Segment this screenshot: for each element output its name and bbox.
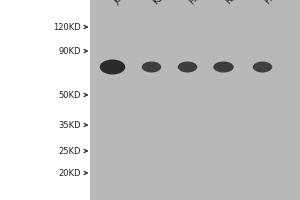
Text: 90KD: 90KD [58, 46, 81, 55]
Ellipse shape [142, 62, 161, 72]
Text: 25KD: 25KD [58, 146, 81, 156]
Ellipse shape [178, 62, 197, 72]
Text: 120KD: 120KD [53, 22, 81, 31]
Text: Raji: Raji [224, 0, 241, 6]
Text: HepG2: HepG2 [262, 0, 290, 6]
Ellipse shape [213, 62, 234, 72]
Text: Jurkat: Jurkat [112, 0, 136, 6]
Text: HeLa: HeLa [188, 0, 209, 6]
Ellipse shape [100, 60, 125, 74]
Text: 35KD: 35KD [58, 120, 81, 130]
Bar [90, 0, 300, 200]
Text: K562: K562 [152, 0, 173, 6]
Ellipse shape [253, 62, 272, 72]
Text: 50KD: 50KD [58, 90, 81, 99]
Text: 20KD: 20KD [58, 168, 81, 178]
